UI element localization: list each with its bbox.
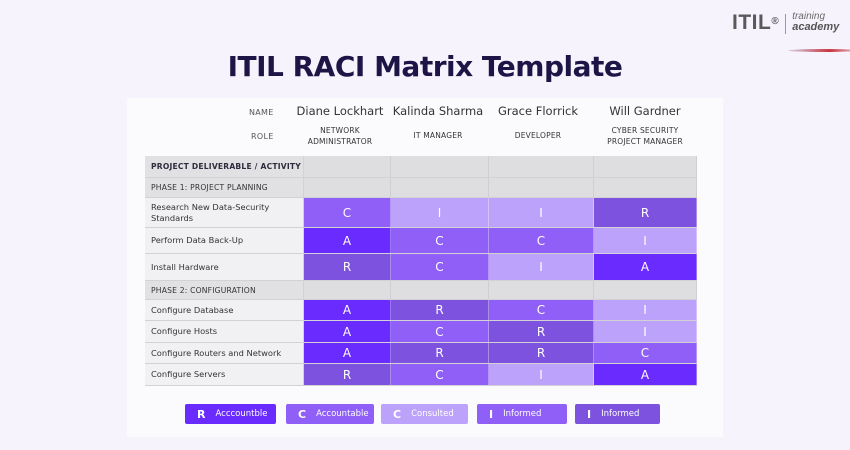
activity-label: Research New Data-Security Standards xyxy=(145,198,304,227)
raci-cell[interactable]: I xyxy=(489,254,594,280)
activity-label: Configure Servers xyxy=(145,364,304,385)
activity-label: Configure Routers and Network xyxy=(145,343,304,363)
table-row: Configure Routers and Network A R R C xyxy=(145,343,697,364)
raci-cell[interactable]: C xyxy=(391,228,489,253)
raci-cell[interactable]: R xyxy=(594,198,697,227)
person-role-3: DEVELOPER xyxy=(514,131,562,140)
matrix-header-row: PROJECT DELIVERABLE / ACTIVITY xyxy=(145,156,697,178)
activity-label: Configure Database xyxy=(145,300,304,320)
page-title: ITIL RACI Matrix Template xyxy=(227,50,623,83)
activity-column-header: PROJECT DELIVERABLE / ACTIVITY xyxy=(145,156,304,177)
phase-label: PHASE 2: CONFIGURATION xyxy=(145,281,304,299)
raci-cell[interactable]: A xyxy=(304,343,391,363)
logo-brand: ITIL® xyxy=(732,11,780,34)
legend-consulted: C Consulted xyxy=(381,404,468,424)
raci-cell[interactable]: I xyxy=(594,228,697,253)
role-label: ROLE xyxy=(251,132,274,141)
raci-cell[interactable]: A xyxy=(304,321,391,342)
raci-cell[interactable]: I xyxy=(594,321,697,342)
table-row: Configure Hosts A C R I xyxy=(145,321,697,343)
phase-row: PHASE 2: CONFIGURATION xyxy=(145,281,697,300)
raci-cell[interactable]: A xyxy=(304,228,391,253)
raci-cell[interactable]: A xyxy=(304,300,391,320)
person-role-4: CYBER SECURITY PROJECT MANAGER xyxy=(607,126,683,146)
raci-cell[interactable]: I xyxy=(489,198,594,227)
legend-informed: I Informed xyxy=(477,404,567,424)
raci-cell[interactable]: C xyxy=(594,343,697,363)
raci-cell[interactable]: R xyxy=(304,254,391,280)
table-row: Configure Servers R C I A xyxy=(145,364,697,386)
logo-academy-text: academy xyxy=(792,21,840,33)
raci-cell[interactable]: I xyxy=(489,364,594,385)
person-name-3: Grace Florrick xyxy=(497,104,579,118)
phase-row: PHASE 1: PROJECT PLANNING xyxy=(145,178,697,198)
phase-label: PHASE 1: PROJECT PLANNING xyxy=(145,178,304,197)
activity-label: Install Hardware xyxy=(145,254,304,280)
activity-label: Configure Hosts xyxy=(145,321,304,342)
raci-cell[interactable]: R xyxy=(304,364,391,385)
raci-cell[interactable]: A xyxy=(594,254,697,280)
raci-cell[interactable]: R xyxy=(489,343,594,363)
logo-training-text: training xyxy=(792,11,826,22)
raci-cell[interactable]: A xyxy=(594,364,697,385)
person-role-1: NETWORK ADMINISTRATOR xyxy=(307,126,373,146)
table-row: Research New Data-Security Standards C I… xyxy=(145,198,697,228)
raci-cell[interactable]: C xyxy=(391,364,489,385)
table-row: Install Hardware R C I A xyxy=(145,254,697,281)
legend-informed-alt: I Informed xyxy=(575,404,660,424)
table-row: Configure Database A R C I xyxy=(145,300,697,321)
legend-responsible: R Acccountble xyxy=(185,404,276,424)
raci-cell[interactable]: I xyxy=(594,300,697,320)
legend-accountable: C Accountable xyxy=(286,404,374,424)
person-name-2: Kalinda Sharma xyxy=(392,104,484,118)
activity-label: Perform Data Back-Up xyxy=(145,228,304,253)
raci-cell[interactable]: I xyxy=(391,198,489,227)
logo-swoosh-icon xyxy=(788,49,850,52)
raci-cell[interactable]: C xyxy=(391,321,489,342)
name-label: NAME xyxy=(249,108,274,117)
person-name-4: Will Gardner xyxy=(609,104,681,118)
raci-matrix: PROJECT DELIVERABLE / ACTIVITY PHASE 1: … xyxy=(145,156,697,386)
raci-cell[interactable]: C xyxy=(489,228,594,253)
raci-cell[interactable]: R xyxy=(489,321,594,342)
raci-cell[interactable]: C xyxy=(489,300,594,320)
person-role-2: IT MANAGER xyxy=(413,131,463,140)
person-name-1: Diane Lockhart xyxy=(296,104,384,118)
logo-divider xyxy=(785,14,787,34)
raci-cell[interactable]: R xyxy=(391,343,489,363)
raci-cell[interactable]: C xyxy=(304,198,391,227)
raci-cell[interactable]: C xyxy=(391,254,489,280)
table-row: Perform Data Back-Up A C C I xyxy=(145,228,697,254)
itil-training-academy-logo: ITIL® training academy xyxy=(732,11,850,52)
raci-cell[interactable]: R xyxy=(391,300,489,320)
